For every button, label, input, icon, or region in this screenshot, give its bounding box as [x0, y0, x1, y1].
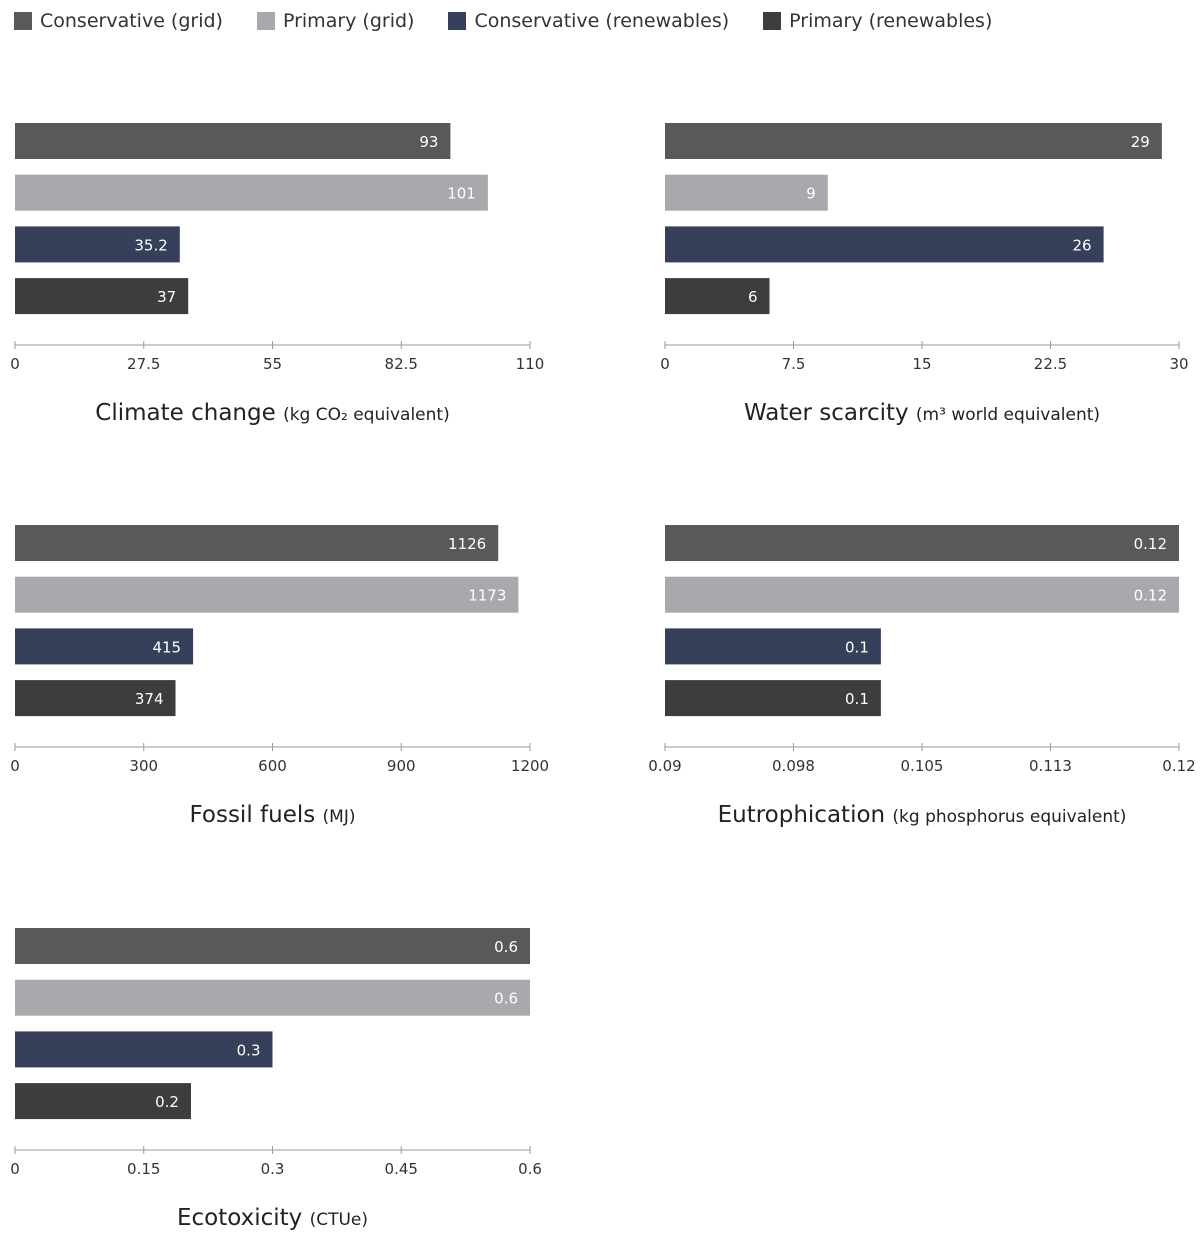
x-tick-label: 30	[1169, 355, 1188, 373]
bar-primary-renewables	[15, 680, 176, 717]
chart-title-main: Water scarcity	[744, 400, 916, 426]
x-tick-label: 0.45	[385, 1160, 418, 1178]
x-tick-label: 1200	[511, 757, 549, 775]
x-tick-label: 0	[10, 355, 20, 373]
chart-title-unit: (MJ)	[323, 807, 356, 827]
x-tick-label: 0	[10, 1160, 20, 1178]
x-tick-label: 7.5	[782, 355, 806, 373]
chart-title: Fossil fuels (MJ)	[189, 802, 355, 828]
bar-conservative-renewables	[665, 226, 1104, 263]
legend-item-primary-renewables: Primary (renewables)	[763, 10, 992, 32]
bar-value-label: 0.1	[845, 638, 869, 656]
chart-title: Climate change (kg CO₂ equivalent)	[95, 400, 449, 426]
chart-title: Eutrophication (kg phosphorus equivalent…	[718, 802, 1127, 828]
chart-eutrophication: 0.12 0.12 0.1 0.1 0.09 0.098 0.105 0.113 0.12 Eut…	[648, 525, 1196, 828]
chart-title: Water scarcity (m³ world equivalent)	[744, 400, 1100, 426]
bar-primary-grid	[15, 576, 519, 613]
x-tick-label: 300	[129, 757, 158, 775]
bar-value-label: 1173	[468, 587, 506, 605]
legend-label: Primary (renewables)	[789, 10, 993, 32]
bar-primary-grid	[665, 174, 828, 211]
bar-conservative-grid	[665, 525, 1179, 561]
bar-primary-renewables	[15, 278, 189, 315]
bar-value-label: 0.1	[845, 690, 869, 708]
x-tick-label: 0.3	[261, 1160, 285, 1178]
legend-swatch	[763, 12, 782, 30]
x-tick-label: 0.113	[1029, 757, 1072, 775]
bar-conservative-grid	[665, 123, 1162, 159]
x-tick-label: 0	[10, 757, 20, 775]
chart-title-main: Ecotoxicity	[177, 1205, 310, 1231]
bar-value-label: 415	[152, 638, 181, 656]
bar-primary-grid	[15, 174, 488, 211]
chart-title-unit: (kg CO₂ equivalent)	[283, 405, 450, 425]
bar-value-label: 35.2	[134, 236, 167, 254]
bar-value-label: 1126	[448, 535, 486, 553]
bar-primary-grid	[665, 576, 1179, 613]
legend-label: Conservative (grid)	[40, 10, 223, 32]
chart-fossil-fuels: 1126 1173 415 374 0 300 600 900 1200 Fossil fuels…	[10, 525, 549, 828]
bar-conservative-grid	[15, 123, 451, 159]
bar-value-label: 29	[1131, 133, 1150, 151]
x-tick-label: 0.15	[127, 1160, 160, 1178]
x-tick-label: 600	[258, 757, 287, 775]
chart-title-unit: (kg phosphorus equivalent)	[892, 807, 1126, 827]
legend-item-conservative-grid: Conservative (grid)	[14, 10, 223, 32]
bar-value-label: 374	[135, 690, 164, 708]
x-tick-label: 0	[660, 355, 670, 373]
bar-value-label: 6	[748, 288, 758, 306]
bar-value-label: 37	[157, 288, 176, 306]
chart-title-main: Eutrophication	[718, 802, 893, 828]
chart-water-scarcity: 29 9 26 6 0 7.5 15 22.5 30 Water scarcity (m³ wor…	[660, 123, 1189, 426]
bar-primary-renewables	[15, 1083, 191, 1120]
bar-value-label: 0.12	[1134, 587, 1167, 605]
x-tick-label: 0.09	[648, 757, 681, 775]
legend-label: Conservative (renewables)	[474, 10, 730, 32]
bar-conservative-renewables	[665, 628, 881, 665]
bar-value-label: 0.6	[494, 990, 518, 1008]
legend-swatch	[256, 12, 275, 30]
bar-value-label: 0.2	[155, 1093, 179, 1111]
bar-primary-renewables	[665, 278, 770, 315]
legend-swatch	[448, 12, 467, 30]
chart-title: Ecotoxicity (CTUe)	[177, 1205, 368, 1231]
chart-climate-change: 93 101 35.2 37 0 27.5 55 82.5 110 Climate change …	[10, 123, 544, 426]
chart-title-unit: (CTUe)	[310, 1210, 368, 1230]
chart-legend: Conservative (grid) Primary (grid) Conse…	[14, 8, 1026, 34]
bar-primary-grid	[15, 979, 530, 1016]
x-tick-label: 0.12	[1162, 757, 1195, 775]
x-tick-label: 22.5	[1034, 355, 1067, 373]
x-tick-label: 27.5	[127, 355, 160, 373]
x-tick-label: 82.5	[385, 355, 418, 373]
x-tick-label: 900	[387, 757, 416, 775]
bar-conservative-renewables	[15, 628, 194, 665]
bar-value-label: 26	[1073, 236, 1092, 254]
legend-swatch	[14, 12, 32, 30]
x-tick-label: 15	[912, 355, 931, 373]
x-tick-label: 55	[263, 355, 282, 373]
bar-conservative-grid	[15, 928, 530, 964]
bar-conservative-renewables	[15, 226, 180, 263]
bar-value-label: 93	[419, 133, 438, 151]
legend-item-primary-grid: Primary (grid)	[256, 10, 415, 32]
bar-conservative-grid	[15, 525, 499, 561]
chart-ecotoxicity: 0.6 0.6 0.3 0.2 0 0.15 0.3 0.45 0.6 Ecotoxicity (…	[10, 928, 542, 1231]
x-tick-label: 110	[516, 355, 545, 373]
x-tick-label: 0.098	[772, 757, 815, 775]
legend-label: Primary (grid)	[282, 10, 415, 32]
chart-title-main: Climate change	[95, 400, 283, 426]
bar-value-label: 0.3	[237, 1041, 261, 1059]
x-tick-label: 0.105	[901, 757, 944, 775]
x-tick-label: 0.6	[518, 1160, 542, 1178]
legend-item-conservative-renewables: Conservative (renewables)	[448, 10, 729, 32]
bar-value-label: 0.6	[494, 938, 518, 956]
chart-title-main: Fossil fuels	[189, 802, 322, 828]
chart-title-unit: (m³ world equivalent)	[916, 405, 1100, 425]
bar-value-label: 101	[447, 185, 476, 203]
bar-primary-renewables	[665, 680, 881, 717]
bar-value-label: 0.12	[1134, 535, 1167, 553]
bar-value-label: 9	[806, 185, 816, 203]
bar-conservative-renewables	[15, 1031, 273, 1068]
